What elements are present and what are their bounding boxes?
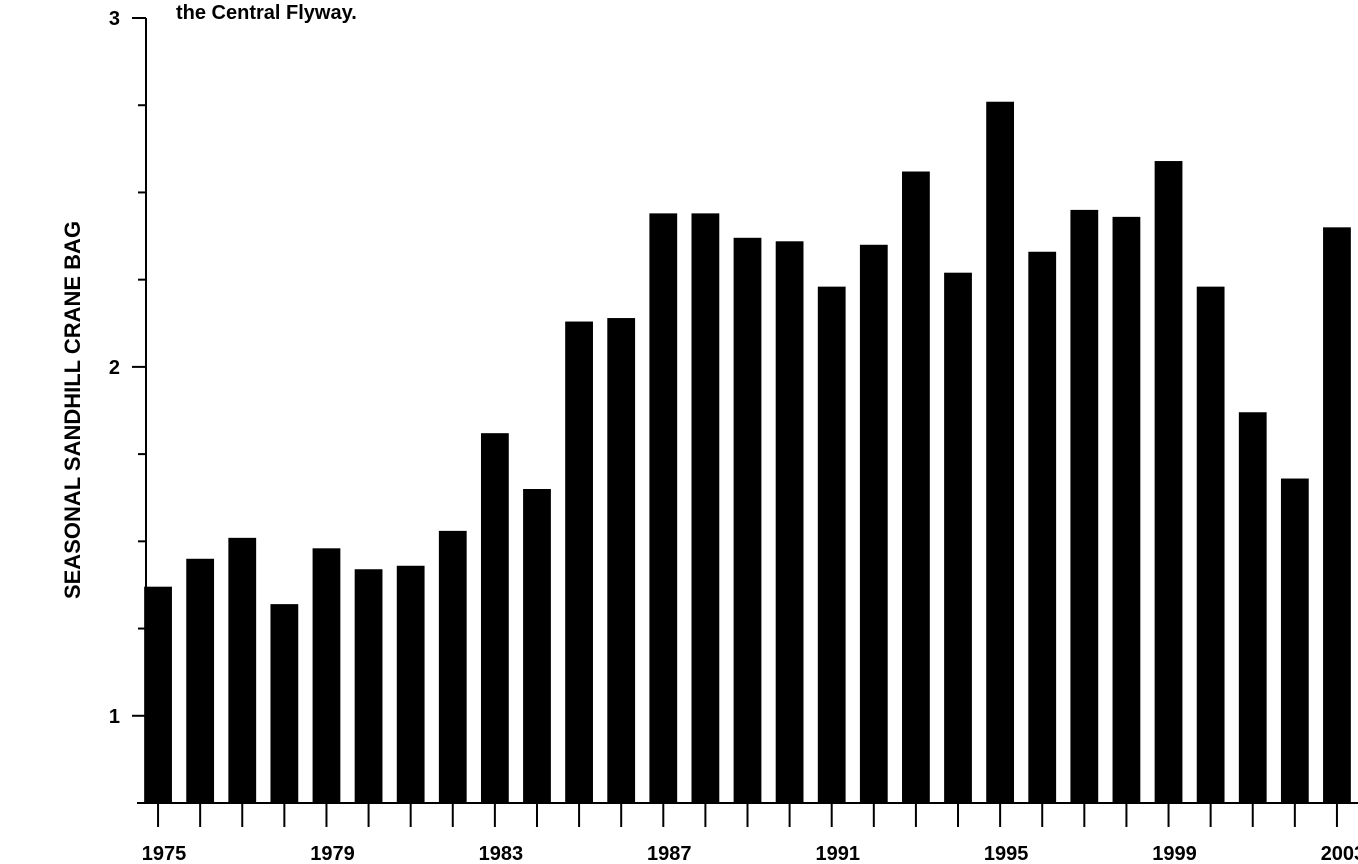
y-tick-label: 1 bbox=[109, 706, 120, 728]
bar bbox=[1154, 161, 1183, 804]
bar bbox=[986, 101, 1015, 803]
bar bbox=[607, 318, 636, 803]
y-axis-label: SEASONAL SANDHILL CRANE BAG bbox=[60, 221, 85, 599]
bar bbox=[859, 244, 888, 803]
bar bbox=[523, 489, 551, 803]
chart-title: the Central Flyway. bbox=[176, 2, 357, 24]
bar bbox=[1070, 209, 1099, 803]
x-tick-label: 1983 bbox=[479, 843, 524, 864]
bar bbox=[733, 237, 762, 804]
x-tick-label: 2003 bbox=[1321, 843, 1358, 864]
bar bbox=[691, 213, 720, 803]
bar bbox=[902, 171, 930, 803]
x-tick-label: 1979 bbox=[310, 843, 355, 864]
x-tick-label: 1995 bbox=[984, 843, 1029, 864]
y-tick-label: 3 bbox=[109, 8, 120, 30]
bar bbox=[775, 241, 804, 804]
bar bbox=[1323, 227, 1351, 804]
bar bbox=[1196, 286, 1225, 804]
bar bbox=[565, 321, 593, 803]
bar bbox=[480, 433, 509, 803]
bar bbox=[1112, 216, 1141, 803]
bar bbox=[354, 569, 383, 803]
x-tick-label: 1975 bbox=[142, 843, 187, 864]
bar bbox=[312, 548, 341, 803]
y-tick-label: 2 bbox=[109, 357, 120, 379]
bar bbox=[270, 604, 299, 803]
bar bbox=[1280, 478, 1309, 803]
bar bbox=[228, 537, 257, 803]
x-tick-label: 1987 bbox=[647, 843, 692, 864]
x-tick-label: 1999 bbox=[1152, 843, 1197, 864]
x-tick-label: 1991 bbox=[815, 843, 860, 864]
bar bbox=[144, 586, 172, 803]
bar bbox=[438, 530, 467, 803]
bar bbox=[396, 565, 425, 803]
bar bbox=[1238, 412, 1267, 803]
bar bbox=[186, 558, 215, 803]
bar bbox=[944, 272, 972, 803]
bar bbox=[1028, 251, 1057, 803]
bar bbox=[817, 286, 846, 804]
bar bbox=[649, 213, 678, 803]
